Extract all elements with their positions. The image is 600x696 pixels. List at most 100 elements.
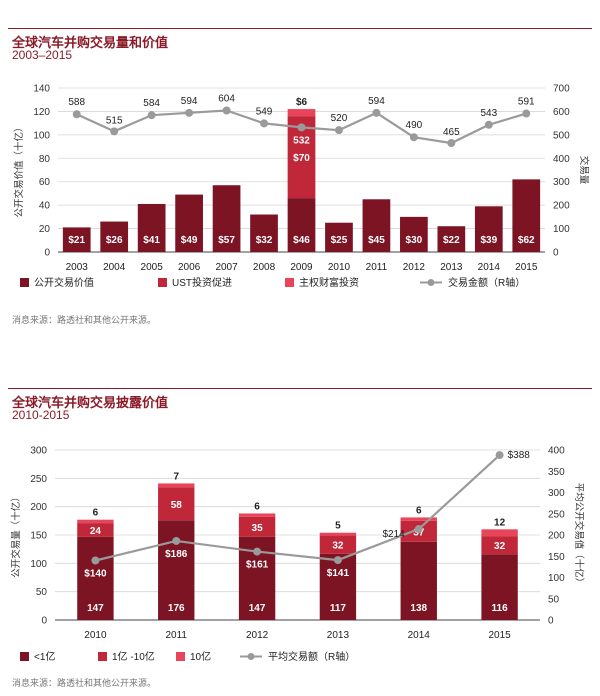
bar-label: 117 — [330, 603, 347, 614]
x-tick-label: 2014 — [478, 262, 501, 273]
bar-label: 7 — [173, 471, 179, 482]
legend-swatch-3 — [285, 278, 294, 287]
line-point — [172, 536, 181, 545]
bar-label: 12 — [494, 517, 506, 528]
bar-label: $22 — [443, 235, 460, 246]
line-label: 490 — [406, 120, 423, 131]
bar-label: 24 — [90, 526, 102, 537]
line-point — [333, 556, 342, 565]
y-tick-label: 100 — [30, 559, 47, 570]
y-tick-label: 100 — [33, 130, 50, 141]
y-tick-label: 120 — [33, 107, 50, 118]
bar-1 — [62, 227, 91, 252]
y-tick-label: 50 — [36, 587, 48, 598]
x-tick-label: 2006 — [178, 262, 201, 273]
bar-1 — [100, 221, 129, 252]
line-point — [495, 451, 504, 460]
bar-1 — [319, 553, 357, 620]
legend-swatch-1 — [20, 278, 29, 287]
y2-tick-label: 100 — [548, 573, 565, 584]
y-tick-label: 250 — [30, 474, 47, 485]
y-tick-label: 0 — [44, 248, 50, 259]
bar-1 — [400, 541, 437, 620]
line-point — [72, 110, 81, 119]
bar-3 — [238, 513, 276, 517]
section-rule-2 — [8, 388, 592, 389]
bar-label: 6 — [254, 501, 260, 512]
line-label: 594 — [181, 96, 198, 107]
x-tick-label: 2014 — [408, 630, 431, 641]
bar-label: $45 — [368, 235, 385, 246]
y2-tick-label: 0 — [548, 616, 554, 627]
line-label: $161 — [246, 560, 269, 571]
line-label: $388 — [508, 450, 531, 461]
line-point — [110, 127, 119, 136]
bar-label: $26 — [106, 235, 123, 246]
y2-tick-label: 200 — [548, 531, 565, 542]
line-series — [95, 454, 501, 562]
bar-label: $49 — [181, 235, 198, 246]
bar-label: 147 — [249, 603, 266, 614]
y2-tick-label: 100 — [553, 224, 570, 235]
x-tick-label: 2015 — [488, 630, 511, 641]
legend-label: 主权财富投资 — [299, 276, 359, 289]
y-axis-title: 公开交易价值（十亿） — [13, 122, 25, 217]
bar-label: 116 — [492, 603, 509, 614]
bar-2 — [158, 487, 195, 521]
x-tick-label: 2010 — [84, 630, 107, 641]
line-point — [409, 133, 418, 142]
bar-label: 176 — [168, 603, 185, 614]
x-tick-label: 2013 — [440, 262, 463, 273]
y2-axis-title: 平均公开交易值（十亿） — [573, 483, 585, 588]
line-label: $214 — [383, 529, 406, 540]
line-label: 543 — [480, 108, 497, 119]
x-tick-label: 2009 — [290, 262, 313, 273]
x-tick-label: 2004 — [103, 262, 126, 273]
bar-3 — [319, 532, 357, 536]
x-tick-label: 2012 — [246, 630, 269, 641]
y-tick-label: 150 — [30, 531, 47, 542]
line-point — [334, 126, 343, 135]
chart1-subtitle: 2003–2015 — [12, 48, 73, 62]
bar-2 — [238, 516, 276, 537]
y2-tick-label: 300 — [553, 177, 570, 188]
y2-tick-label: 150 — [548, 552, 565, 563]
bar-label: 6 — [93, 508, 99, 519]
line-point — [91, 556, 100, 565]
bar-label: 58 — [171, 500, 183, 511]
x-tick-label: 2005 — [141, 262, 164, 273]
bar-3 — [287, 109, 316, 117]
line-label: 594 — [368, 96, 385, 107]
chart2-source: 消息来源：路透社和其他公开来源。 — [12, 678, 157, 688]
bar-1 — [250, 214, 278, 252]
x-tick-label: 2011 — [366, 262, 388, 273]
legend-label: 交易金额（R轴） — [448, 276, 525, 289]
y2-tick-label: 400 — [553, 154, 570, 165]
y2-tick-label: 0 — [553, 248, 559, 259]
chart2-title: 全球汽车并购交易披露价值 — [12, 395, 169, 410]
y-tick-label: 200 — [30, 502, 47, 513]
line-point — [484, 120, 493, 129]
y2-tick-label: 50 — [548, 594, 560, 605]
bar-1 — [137, 203, 166, 252]
bar-label: 147 — [87, 603, 104, 614]
x-tick-label: 2011 — [165, 630, 187, 641]
line-point — [297, 123, 306, 132]
legend-line-marker — [247, 653, 255, 660]
bar-label: 32 — [494, 541, 506, 552]
bar-label: $32 — [256, 235, 273, 246]
line-point — [253, 547, 262, 556]
line-label: 532 — [293, 135, 310, 146]
bar-label: $41 — [143, 235, 160, 246]
x-tick-label: 2015 — [515, 262, 538, 273]
y2-tick-label: 350 — [548, 467, 565, 478]
legend-swatch-1 — [20, 652, 29, 661]
chart1-source: 消息来源：路透社和其他公开来源。 — [12, 315, 157, 325]
line-point — [522, 109, 531, 118]
line-point — [414, 525, 423, 534]
x-tick-label: 2008 — [253, 262, 276, 273]
bar-1 — [400, 216, 428, 252]
line-point — [222, 106, 231, 115]
bar-label: $21 — [68, 235, 85, 246]
y2-tick-label: 400 — [548, 446, 565, 457]
